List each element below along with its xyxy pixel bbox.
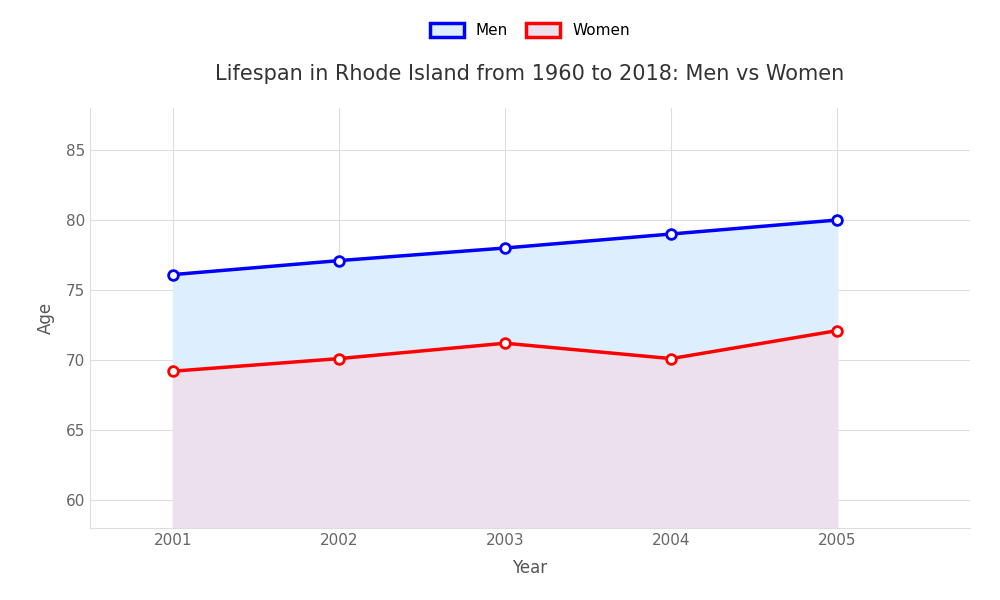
Y-axis label: Age: Age bbox=[37, 302, 55, 334]
Legend: Men, Women: Men, Women bbox=[430, 23, 630, 38]
X-axis label: Year: Year bbox=[512, 559, 548, 577]
Title: Lifespan in Rhode Island from 1960 to 2018: Men vs Women: Lifespan in Rhode Island from 1960 to 20… bbox=[215, 64, 845, 84]
